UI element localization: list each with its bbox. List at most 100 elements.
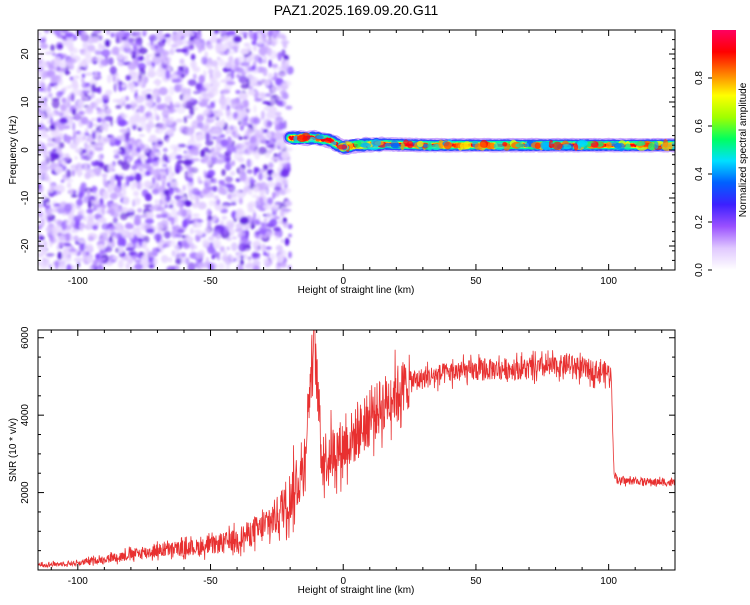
noise-blob	[126, 180, 130, 186]
noise-blob	[208, 263, 215, 270]
noise-blob	[145, 88, 153, 93]
noise-blob	[234, 125, 238, 130]
y-tick-label: 4000	[20, 404, 31, 427]
noise-blob	[149, 151, 155, 159]
noise-blob	[59, 117, 68, 124]
noise-blob	[201, 56, 208, 65]
noise-blob	[174, 102, 182, 106]
noise-blob	[148, 120, 154, 124]
noise-blob	[137, 208, 143, 213]
noise-blob	[101, 222, 110, 231]
noise-blob	[104, 123, 108, 133]
noise-blob	[49, 125, 56, 131]
noise-blob	[205, 257, 209, 263]
noise-blob	[170, 181, 179, 188]
noise-blob	[91, 101, 95, 110]
noise-blob	[216, 255, 221, 261]
snr-x-label: Height of straight line (km)	[298, 585, 415, 596]
noise-blob	[179, 125, 187, 134]
noise-blob	[285, 105, 293, 110]
noise-blob	[162, 175, 167, 179]
noise-blob	[177, 68, 183, 76]
noise-blob	[268, 59, 272, 68]
noise-blob	[81, 81, 88, 89]
noise-blob	[86, 189, 91, 198]
noise-blob	[214, 70, 222, 79]
noise-blob	[264, 93, 272, 97]
noise-blob	[272, 204, 279, 210]
noise-blob	[190, 227, 194, 235]
noise-blob	[52, 52, 56, 57]
noise-blob	[233, 153, 243, 161]
noise-blob	[144, 211, 154, 220]
noise-blob	[286, 66, 294, 75]
noise-blob	[162, 147, 168, 153]
noise-blob	[49, 117, 54, 125]
noise-blob	[117, 120, 127, 127]
noise-blob	[92, 206, 98, 212]
noise-blob	[56, 43, 64, 50]
noise-blob	[124, 113, 128, 119]
noise-blob	[247, 256, 252, 264]
noise-blob	[84, 132, 90, 137]
noise-blob	[265, 253, 270, 257]
noise-blob	[146, 122, 156, 129]
noise-blob	[92, 131, 96, 140]
noise-blob	[97, 217, 107, 223]
noise-blob	[184, 30, 192, 33]
y-tick-label: -10	[20, 190, 31, 205]
noise-blob	[121, 36, 128, 41]
noise-blob	[226, 80, 236, 86]
noise-blob	[248, 86, 253, 91]
noise-blob	[69, 76, 74, 81]
noise-blob	[146, 163, 152, 172]
noise-blob	[239, 216, 249, 225]
noise-blob	[193, 38, 199, 45]
noise-blob	[169, 48, 175, 55]
snr-axes: -100 -50 0 50 100 2000 4000 6000	[20, 326, 676, 587]
noise-blob	[39, 201, 43, 210]
noise-blob	[180, 39, 189, 45]
noise-blob	[165, 194, 172, 203]
noise-blob	[87, 235, 95, 242]
noise-blob	[47, 137, 53, 142]
noise-blob	[171, 78, 181, 83]
noise-blob	[122, 229, 129, 236]
noise-blob	[268, 138, 277, 146]
ridge-blob	[573, 143, 579, 151]
noise-blob	[60, 53, 68, 58]
noise-blob	[195, 82, 202, 90]
noise-blob	[261, 92, 266, 101]
noise-blob	[168, 86, 175, 96]
noise-blob	[277, 100, 285, 106]
noise-blob	[225, 62, 232, 69]
noise-blob	[187, 182, 194, 192]
noise-blob	[76, 70, 82, 74]
noise-blob	[154, 79, 162, 85]
noise-blob	[157, 242, 162, 250]
noise-blob	[66, 135, 71, 144]
noise-blob	[233, 190, 241, 194]
noise-blob	[276, 254, 284, 263]
noise-blob	[240, 255, 244, 259]
noise-blob	[154, 53, 162, 58]
noise-blob	[276, 262, 284, 267]
noise-blob	[247, 89, 256, 96]
noise-blob	[282, 100, 287, 106]
noise-blob	[254, 148, 259, 155]
noise-blob	[275, 84, 282, 91]
spectrogram-x-label: Height of straight line (km)	[298, 285, 415, 296]
noise-blob	[148, 65, 155, 75]
noise-blob	[100, 59, 109, 67]
noise-blob	[87, 36, 95, 44]
noise-blob	[206, 44, 214, 50]
noise-blob	[138, 168, 143, 172]
noise-blob	[121, 252, 126, 257]
noise-blob	[194, 245, 198, 250]
noise-blob	[238, 166, 245, 176]
noise-blob	[258, 226, 268, 234]
noise-blob	[221, 169, 226, 176]
noise-blob	[225, 108, 231, 117]
noise-blob	[86, 208, 94, 214]
noise-blob	[139, 143, 145, 150]
